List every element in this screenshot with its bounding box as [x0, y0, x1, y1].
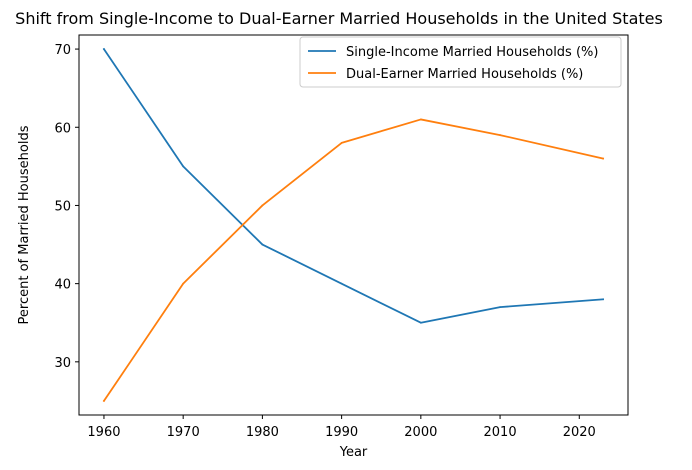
x-axis: 1960 1970 1980 1990 2000 2010 2020 — [87, 415, 596, 440]
plot-frame — [78, 34, 629, 416]
series-2-point — [419, 118, 422, 121]
series-line-1 — [102, 47, 605, 324]
legend-label-2: Dual-Earner Married Households (%) — [346, 67, 583, 82]
x-tick-label: 1960 — [87, 425, 120, 440]
x-tick-label: 1970 — [167, 425, 200, 440]
legend-items: Single-Income Married Households (%) Dual… — [308, 45, 598, 82]
series-2-point — [602, 157, 604, 160]
x-tick-label: 1990 — [325, 425, 358, 440]
series-2-point — [103, 400, 105, 402]
y-axis-label: Percent of Married Households — [17, 125, 32, 324]
y-tick-label: 70 — [54, 43, 71, 58]
series-2-point — [499, 134, 501, 136]
y-tick-label: 30 — [54, 356, 71, 371]
y-tick-label: 60 — [54, 121, 71, 136]
x-tick-label: 2000 — [404, 425, 437, 440]
series-2-point — [261, 204, 264, 207]
series-1-point — [261, 243, 264, 246]
series-1-point — [419, 321, 422, 324]
series-1-point — [602, 298, 604, 301]
series-layer — [102, 47, 605, 403]
series-1-point — [182, 165, 185, 168]
legend: Single-Income Married Households (%) Dual… — [299, 36, 622, 88]
x-axis-label: Year — [339, 445, 368, 460]
plot-area — [78, 34, 629, 416]
series-1-point — [103, 48, 105, 50]
y-tick-label: 50 — [54, 199, 71, 214]
series-1-point — [340, 282, 343, 285]
legend-label-1: Single-Income Married Households (%) — [346, 45, 598, 60]
legend-box — [299, 36, 622, 88]
y-axis: 30 40 50 60 70 — [54, 43, 79, 371]
x-tick-label: 1980 — [246, 425, 279, 440]
x-tick-label: 2010 — [484, 425, 517, 440]
chart-title: Shift from Single-Income to Dual-Earner … — [15, 9, 663, 28]
series-line-2 — [102, 118, 605, 403]
x-tick-label: 2020 — [563, 425, 596, 440]
series-2-point — [340, 142, 343, 144]
series-2-point — [182, 282, 185, 285]
y-tick-label: 40 — [54, 278, 71, 293]
series-1-point — [499, 306, 501, 308]
